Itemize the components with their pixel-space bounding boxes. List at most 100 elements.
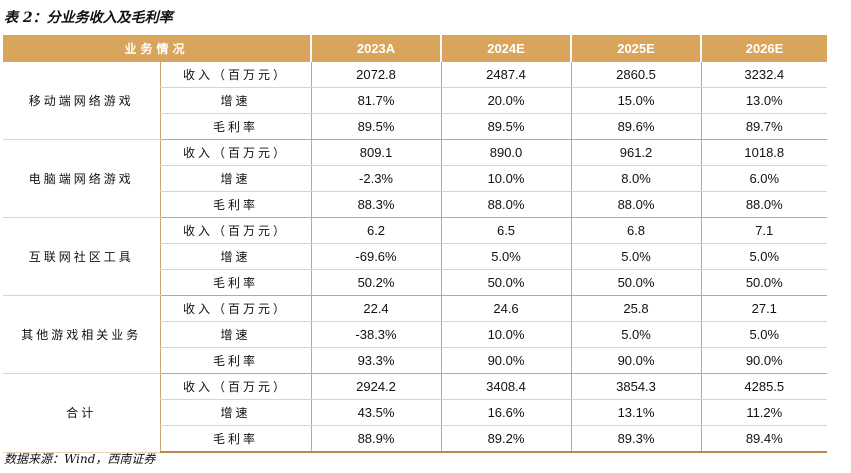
value-cell: 809.1 [310, 139, 442, 166]
value-cell: 88.9% [310, 425, 442, 453]
value-cell: 10.0% [440, 165, 572, 192]
metric-label: 收入（百万元） [159, 373, 312, 400]
value-cell: 5.0% [700, 321, 828, 348]
metric-label: 毛利率 [159, 191, 312, 218]
metric-label: 增速 [159, 321, 312, 348]
value-cell: -2.3% [310, 165, 442, 192]
value-cell: 3408.4 [440, 373, 572, 400]
table-row: 其他游戏相关业务 收入（百万元） 22.4 24.6 25.8 27.1 [3, 295, 828, 374]
value-cell: 88.0% [570, 191, 702, 218]
value-cell: 8.0% [570, 165, 702, 192]
value-cell: 50.0% [700, 269, 828, 296]
table-row: 增速 -38.3% 10.0% 5.0% 5.0% [3, 321, 828, 348]
value-cell: 961.2 [570, 139, 702, 166]
metric-label: 毛利率 [159, 347, 312, 374]
value-cell: 89.6% [570, 113, 702, 140]
table-row: 毛利率 93.3% 90.0% 90.0% 90.0% [3, 347, 828, 374]
value-cell: 13.0% [700, 87, 828, 114]
value-cell: 89.2% [440, 425, 572, 453]
value-cell: 11.2% [700, 399, 828, 426]
value-cell: 6.8 [570, 217, 702, 244]
value-cell: 25.8 [570, 295, 702, 322]
table-row: 毛利率 88.9% 89.2% 89.3% 89.4% [3, 425, 828, 453]
revenue-table-container: 业务情况 2023A 2024E 2025E 2026E 移动端网络游戏 收入（百… [3, 35, 828, 453]
value-cell: 50.0% [440, 269, 572, 296]
value-cell: 93.3% [310, 347, 442, 374]
table-header-row: 业务情况 2023A 2024E 2025E 2026E [3, 35, 828, 62]
table-body: 移动端网络游戏 收入（百万元） 2072.8 2487.4 2860.5 3232.4 增速… [3, 62, 828, 453]
segment-name: 互联网社区工具 [3, 217, 160, 296]
metric-label: 增速 [159, 399, 312, 426]
value-cell: 3232.4 [700, 62, 828, 88]
table-row: 毛利率 50.2% 50.0% 50.0% 50.0% [3, 269, 828, 296]
value-cell: 90.0% [570, 347, 702, 374]
value-cell: 89.7% [700, 113, 828, 140]
metric-label: 收入（百万元） [159, 295, 312, 322]
table-row: 增速 -69.6% 5.0% 5.0% 5.0% [3, 243, 828, 270]
metric-label: 增速 [159, 165, 312, 192]
value-cell: 88.3% [310, 191, 442, 218]
value-cell: 89.5% [440, 113, 572, 140]
value-cell: 1018.8 [700, 139, 828, 166]
metric-label: 收入（百万元） [159, 62, 312, 88]
table-row: 电脑端网络游戏 收入（百万元） 809.1 890.0 961.2 1018.8 [3, 139, 828, 218]
value-cell: -69.6% [310, 243, 442, 270]
value-cell: 13.1% [570, 399, 702, 426]
header-2023a: 2023A [310, 35, 442, 62]
segment-name: 合计 [3, 373, 160, 453]
value-cell: 6.0% [700, 165, 828, 192]
revenue-margin-table: 业务情况 2023A 2024E 2025E 2026E 移动端网络游戏 收入（百… [3, 35, 828, 453]
table-row: 互联网社区工具 收入（百万元） 6.2 6.5 6.8 7.1 [3, 217, 828, 296]
table-row: 毛利率 89.5% 89.5% 89.6% 89.7% [3, 113, 828, 140]
value-cell: 5.0% [570, 243, 702, 270]
segment-name: 移动端网络游戏 [3, 62, 160, 140]
value-cell: 6.2 [310, 217, 442, 244]
value-cell: 7.1 [700, 217, 828, 244]
header-business: 业务情况 [3, 35, 312, 62]
value-cell: 3854.3 [570, 373, 702, 400]
value-cell: 6.5 [440, 217, 572, 244]
table-row: 增速 81.7% 20.0% 15.0% 13.0% [3, 87, 828, 114]
value-cell: 4285.5 [700, 373, 828, 400]
value-cell: 20.0% [440, 87, 572, 114]
value-cell: 50.2% [310, 269, 442, 296]
value-cell: 5.0% [570, 321, 702, 348]
value-cell: 88.0% [700, 191, 828, 218]
value-cell: 88.0% [440, 191, 572, 218]
value-cell: 2072.8 [310, 62, 442, 88]
value-cell: 90.0% [440, 347, 572, 374]
value-cell: 89.5% [310, 113, 442, 140]
table-row: 合计 收入（百万元） 2924.2 3408.4 3854.3 4285.5 [3, 373, 828, 453]
metric-label: 毛利率 [159, 113, 312, 140]
value-cell: 16.6% [440, 399, 572, 426]
value-cell: 5.0% [700, 243, 828, 270]
value-cell: 43.5% [310, 399, 442, 426]
value-cell: 5.0% [440, 243, 572, 270]
metric-label: 毛利率 [159, 425, 312, 453]
value-cell: 15.0% [570, 87, 702, 114]
value-cell: 2860.5 [570, 62, 702, 88]
value-cell: 27.1 [700, 295, 828, 322]
value-cell: 89.4% [700, 425, 828, 453]
value-cell: -38.3% [310, 321, 442, 348]
value-cell: 2924.2 [310, 373, 442, 400]
value-cell: 24.6 [440, 295, 572, 322]
header-2024e: 2024E [440, 35, 572, 62]
value-cell: 10.0% [440, 321, 572, 348]
table-row: 移动端网络游戏 收入（百万元） 2072.8 2487.4 2860.5 3232.4 [3, 62, 828, 140]
metric-label: 收入（百万元） [159, 139, 312, 166]
header-2026e: 2026E [700, 35, 828, 62]
value-cell: 89.3% [570, 425, 702, 453]
table-row: 增速 43.5% 16.6% 13.1% 11.2% [3, 399, 828, 426]
segment-name: 其他游戏相关业务 [3, 295, 160, 374]
metric-label: 增速 [159, 243, 312, 270]
table-title: 表 2：分业务收入及毛利率 [4, 10, 173, 26]
metric-label: 增速 [159, 87, 312, 114]
metric-label: 收入（百万元） [159, 217, 312, 244]
value-cell: 22.4 [310, 295, 442, 322]
source-note: 数据来源：Wind，西南证券 [4, 452, 156, 466]
header-2025e: 2025E [570, 35, 702, 62]
value-cell: 50.0% [570, 269, 702, 296]
metric-label: 毛利率 [159, 269, 312, 296]
value-cell: 81.7% [310, 87, 442, 114]
